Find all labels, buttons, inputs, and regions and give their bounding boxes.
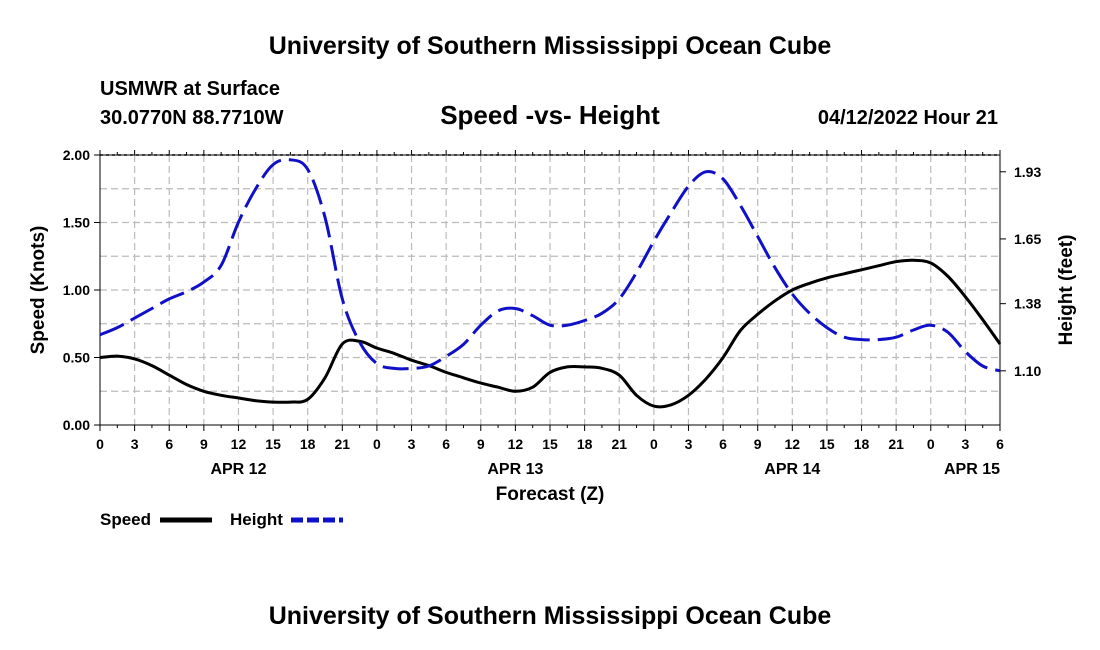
x-tick-label: 12 xyxy=(508,436,524,452)
legend-label-height: Height xyxy=(230,510,283,529)
y-tick-label: 0.00 xyxy=(63,417,90,433)
x-tick-label: 9 xyxy=(477,436,485,452)
y2-tick-label: 1.93 xyxy=(1014,164,1041,180)
x-tick-label: 15 xyxy=(265,436,281,452)
y-tick-label: 0.50 xyxy=(63,350,90,366)
y-tick-label: 2.00 xyxy=(63,147,90,163)
x-tick-label: 0 xyxy=(96,436,104,452)
y-axis-right: 1.10 1.38 1.65 1.93 xyxy=(1000,164,1041,379)
station-label: USMWR at Surface xyxy=(100,78,280,100)
x-tick-label: 21 xyxy=(611,436,627,452)
x-tick-label: 18 xyxy=(854,436,870,452)
chart-subtitle: Speed -vs- Height xyxy=(440,100,660,130)
x-tick-label: 6 xyxy=(442,436,450,452)
x-tick-label: 3 xyxy=(961,436,969,452)
series-lines xyxy=(99,158,1002,409)
x-axis-label: Forecast (Z) xyxy=(496,484,605,505)
x-tick-label: 6 xyxy=(165,436,173,452)
x-tick-label: 0 xyxy=(650,436,658,452)
date-label: APR 12 xyxy=(210,461,266,478)
legend-label-speed: Speed xyxy=(100,510,151,529)
x-tick-label: 9 xyxy=(200,436,208,452)
x-tick-label: 15 xyxy=(542,436,558,452)
x-tick-label: 3 xyxy=(685,436,693,452)
station-coords: 30.0770N 88.7710W xyxy=(100,107,284,129)
y2-tick-label: 1.10 xyxy=(1014,363,1041,379)
legend: Speed Height xyxy=(100,510,343,529)
x-tick-label: 21 xyxy=(888,436,904,452)
y2-axis-label: Height (feet) xyxy=(1056,235,1077,346)
grid-lines xyxy=(100,154,1000,425)
footer-title: University of Southern Mississippi Ocean… xyxy=(269,602,832,630)
x-tick-label: 15 xyxy=(819,436,835,452)
page-title: University of Southern Mississippi Ocean… xyxy=(269,32,832,60)
y-axis-left: 0.00 0.50 1.00 1.50 2.00 xyxy=(63,147,100,433)
date-label: APR 13 xyxy=(487,461,543,478)
x-tick-label: 0 xyxy=(373,436,381,452)
date-labels: APR 12 APR 13 APR 14 APR 15 xyxy=(210,461,1000,478)
series-line-height xyxy=(99,158,1001,373)
y-tick-label: 1.50 xyxy=(63,215,90,231)
x-tick-label: 12 xyxy=(231,436,247,452)
y-axis-label: Speed (Knots) xyxy=(28,226,49,355)
x-tick-label: 0 xyxy=(927,436,935,452)
x-tick-label: 3 xyxy=(408,436,416,452)
y2-tick-label: 1.65 xyxy=(1014,231,1041,247)
x-tick-label: 18 xyxy=(577,436,593,452)
x-tick-label: 3 xyxy=(131,436,139,452)
forecast-datetime: 04/12/2022 Hour 21 xyxy=(818,107,998,129)
date-label: APR 14 xyxy=(764,461,820,478)
x-tick-label: 6 xyxy=(719,436,727,452)
x-tick-label: 21 xyxy=(335,436,351,452)
y2-tick-label: 1.38 xyxy=(1014,296,1041,312)
x-tick-label: 6 xyxy=(996,436,1004,452)
x-tick-label: 9 xyxy=(754,436,762,452)
y-tick-label: 1.00 xyxy=(63,282,90,298)
x-tick-label: 18 xyxy=(300,436,316,452)
x-tick-label: 12 xyxy=(785,436,801,452)
x-axis: 0 3 6 9 12 15 18 21 0 3 6 9 12 15 18 21 0 3 6 9 12 15 18 21 0 3 6 xyxy=(96,150,1004,452)
series-line-speed xyxy=(99,258,1002,409)
date-label: APR 15 xyxy=(944,461,1000,478)
